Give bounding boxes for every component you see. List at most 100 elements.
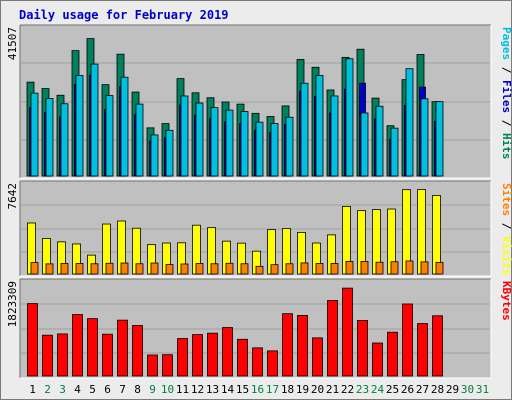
bar-sites-day-27 xyxy=(420,261,429,275)
x-tick-label: 30 xyxy=(461,383,474,396)
bar-sites-day-24 xyxy=(375,261,384,275)
bar-pages-day-22 xyxy=(345,58,354,177)
x-tick-label: 25 xyxy=(386,383,399,396)
x-tick-label: 13 xyxy=(206,383,219,396)
bar-pages-day-3 xyxy=(60,103,69,177)
bar-pages-day-10 xyxy=(165,129,174,177)
bar-sites-day-23 xyxy=(360,261,369,275)
x-tick-label: 11 xyxy=(176,383,189,396)
bar-sites-day-4 xyxy=(75,263,84,275)
x-tick-label: 10 xyxy=(161,383,174,396)
top-ymax-label: 41507 xyxy=(6,27,19,60)
top-legend: Pages / Files / Hits xyxy=(500,27,512,160)
x-tick-label: 20 xyxy=(311,383,324,396)
bar-kbytes-day-22 xyxy=(342,287,353,377)
x-tick-label: 19 xyxy=(296,383,309,396)
legend-item: Sites xyxy=(500,183,512,216)
x-tick-label: 16 xyxy=(251,383,264,396)
bar-pages-day-11 xyxy=(180,95,189,177)
x-tick-label: 26 xyxy=(401,383,414,396)
bar-pages-day-14 xyxy=(225,109,234,177)
bar-sites-day-7 xyxy=(120,262,129,275)
middle-legend: Sites / Visits xyxy=(500,183,512,276)
bar-kbytes-day-7 xyxy=(117,319,128,377)
legend-item: Visits xyxy=(500,236,512,276)
bar-pages-day-15 xyxy=(240,111,249,177)
bar-kbytes-day-5 xyxy=(87,318,98,377)
bar-sites-day-28 xyxy=(435,261,444,275)
bar-kbytes-day-6 xyxy=(102,333,113,377)
bar-pages-day-16 xyxy=(255,121,264,177)
bar-sites-day-11 xyxy=(180,263,189,275)
bar-pages-day-27 xyxy=(420,98,429,177)
x-tick-label: 6 xyxy=(104,383,111,396)
bar-pages-day-5 xyxy=(90,63,99,177)
bottom-ymax-label: 1823309 xyxy=(6,281,19,327)
legend-item: / xyxy=(500,113,512,133)
legend-item: Pages xyxy=(500,27,512,60)
bar-kbytes-day-11 xyxy=(177,338,188,377)
bar-sites-day-5 xyxy=(90,263,99,275)
bottom-legend: KBytes xyxy=(500,281,512,321)
bar-pages-day-25 xyxy=(390,127,399,177)
bar-kbytes-day-9 xyxy=(147,354,158,377)
bar-kbytes-day-27 xyxy=(417,323,428,377)
bar-kbytes-day-15 xyxy=(237,338,248,377)
bar-pages-day-7 xyxy=(120,76,129,177)
x-tick-label: 17 xyxy=(266,383,279,396)
bar-sites-day-1 xyxy=(30,262,39,275)
bar-sites-day-14 xyxy=(225,262,234,275)
x-tick-label: 23 xyxy=(356,383,369,396)
bar-pages-day-17 xyxy=(270,123,279,177)
bar-kbytes-day-17 xyxy=(267,350,278,377)
x-tick-label: 15 xyxy=(236,383,249,396)
x-tick-label: 22 xyxy=(341,383,354,396)
x-tick-label: 2 xyxy=(44,383,51,396)
bar-pages-day-28 xyxy=(435,101,444,177)
bar-pages-day-8 xyxy=(135,103,144,177)
bar-pages-day-6 xyxy=(105,95,114,177)
bar-sites-day-12 xyxy=(195,263,204,275)
x-tick-label: 3 xyxy=(59,383,66,396)
bar-sites-day-9 xyxy=(150,262,159,275)
bar-sites-day-3 xyxy=(60,263,69,275)
x-tick-label: 9 xyxy=(149,383,156,396)
x-tick-label: 12 xyxy=(191,383,204,396)
x-tick-label: 7 xyxy=(119,383,126,396)
legend-item: / xyxy=(500,60,512,80)
middle-ymax-label: 7642 xyxy=(6,183,19,210)
x-tick-label: 24 xyxy=(371,383,385,396)
bar-sites-day-20 xyxy=(315,263,324,275)
x-tick-label: 5 xyxy=(89,383,96,396)
bar-kbytes-day-18 xyxy=(282,313,293,377)
x-tick-label: 4 xyxy=(74,383,81,396)
legend-item: / xyxy=(500,216,512,236)
bar-pages-day-21 xyxy=(330,95,339,177)
bar-sites-day-17 xyxy=(270,264,279,275)
bar-sites-day-6 xyxy=(105,262,114,275)
x-tick-label: 14 xyxy=(221,383,235,396)
legend-item: Files xyxy=(500,80,512,113)
chart-title: Daily usage for February 2019 xyxy=(19,8,229,22)
bar-kbytes-day-14 xyxy=(222,327,233,377)
bar-pages-day-19 xyxy=(300,82,309,177)
x-tick-label: 27 xyxy=(416,383,429,396)
bar-pages-day-20 xyxy=(315,75,324,177)
bar-kbytes-day-1 xyxy=(27,303,38,377)
bar-sites-day-2 xyxy=(45,263,54,275)
bar-sites-day-21 xyxy=(330,263,339,275)
bar-pages-day-26 xyxy=(405,68,414,177)
bar-pages-day-4 xyxy=(75,75,84,177)
bar-kbytes-day-28 xyxy=(432,315,443,377)
bar-kbytes-day-26 xyxy=(402,303,413,377)
bar-pages-day-13 xyxy=(210,107,219,177)
bar-kbytes-day-13 xyxy=(207,332,218,377)
bar-kbytes-day-10 xyxy=(162,354,173,377)
x-tick-label: 8 xyxy=(134,383,141,396)
bar-sites-day-18 xyxy=(285,263,294,275)
x-tick-label: 31 xyxy=(476,383,489,396)
bar-pages-day-24 xyxy=(375,105,384,177)
bar-kbytes-day-20 xyxy=(312,337,323,377)
bar-kbytes-day-16 xyxy=(252,347,263,377)
